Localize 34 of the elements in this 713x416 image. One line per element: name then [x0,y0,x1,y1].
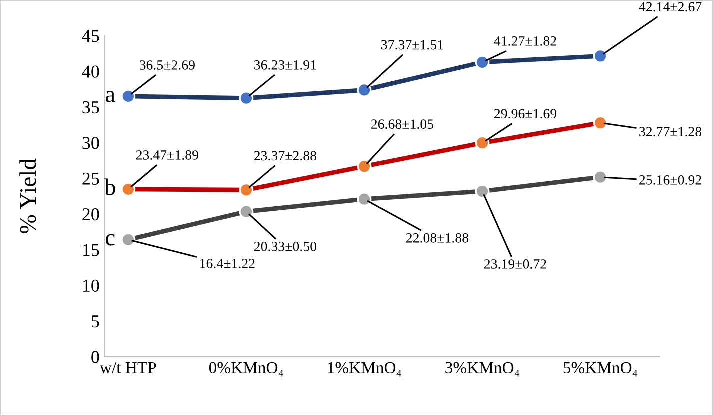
data-label: 20.33±0.50 [254,242,316,252]
data-label: 32.77±1.28 [640,127,702,137]
x-tick-label: 3%KMnO₄ [446,362,520,377]
x-tick-label: 1%KMnO₄ [328,362,402,377]
y-tick-label: 30 [82,137,100,150]
data-label: 16.4±1.22 [200,259,255,268]
series-label: c [106,234,115,246]
y-tick-label: 45 [82,30,100,42]
data-label: 23.47±1.89 [136,150,198,160]
data-label: 23.37±2.88 [254,151,316,161]
y-tick-label: 10 [83,280,100,292]
y-tick-label: 40 [82,66,100,78]
data-label: 42.14±2.67 [639,2,702,12]
x-tick-label: w/t HTP [100,362,156,374]
data-label: 37.37±1.51 [382,40,444,50]
y-tick-label: 5 [92,316,100,328]
y-tick-label: 0 [92,351,100,364]
series-label: a [106,91,116,102]
x-tick-label: 5%KMnO₄ [564,362,638,377]
y-tick-label: 20 [82,208,100,221]
data-label: 36.23±1.91 [254,60,316,70]
y-tick-label: 25 [82,172,100,185]
data-label: 41.27±1.82 [494,36,556,46]
data-label: 29.96±1.69 [494,109,557,119]
y-tick-label: 35 [82,101,100,114]
data-label: 23.19±0.72 [484,260,546,269]
data-label: 26.68±1.05 [371,120,434,130]
y-axis-title: % Yield [20,158,36,234]
data-label: 25.16±0.92 [640,175,702,185]
series-label: b [104,178,116,196]
data-label: 36.5±2.69 [140,60,195,70]
y-tick-label: 15 [83,244,100,256]
data-label: 22.08±1.88 [406,233,469,243]
x-tick-label: 0%KMnO₄ [209,362,284,377]
